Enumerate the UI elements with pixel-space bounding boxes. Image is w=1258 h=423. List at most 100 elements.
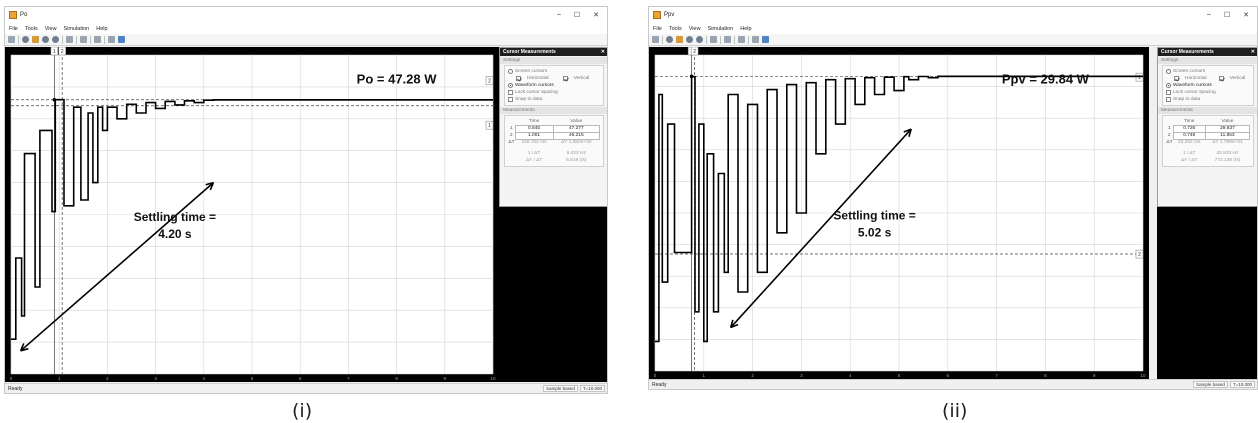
checkbox-icon[interactable] <box>1218 76 1224 81</box>
waveform-cursors-label: Waveform cursors <box>1173 83 1212 88</box>
measurements-section-header[interactable]: Measurements <box>500 107 607 114</box>
checkbox-icon[interactable] <box>508 97 513 102</box>
settings-icon[interactable] <box>652 36 659 43</box>
checkbox-icon[interactable] <box>1174 76 1179 81</box>
settings-icon[interactable] <box>8 36 15 43</box>
snap-option[interactable]: Snap to data <box>508 96 600 103</box>
toolbar-separator <box>62 35 63 44</box>
x-tick-label: 2 <box>106 376 109 381</box>
close-icon[interactable]: ✕ <box>600 49 605 55</box>
x-tick-label: 8 <box>395 376 398 381</box>
zoom-icon[interactable] <box>80 36 87 43</box>
minimize-icon[interactable]: – <box>556 11 561 18</box>
menu-file[interactable]: File <box>9 25 18 32</box>
cursor-tag-label: 2 <box>693 49 696 55</box>
cursor-time: 0.845 <box>514 124 554 133</box>
checkbox-icon[interactable] <box>516 76 521 81</box>
close-icon[interactable]: ✕ <box>1243 12 1249 19</box>
minimize-icon[interactable]: – <box>1206 11 1211 18</box>
checkbox-icon[interactable] <box>1166 90 1171 95</box>
toolbar-separator <box>90 35 91 44</box>
vertical-label: Vertical <box>573 76 590 81</box>
autoscale-icon[interactable] <box>94 36 101 43</box>
settings-box: Screen cursors Horizontal Vertical Wavef… <box>504 65 604 106</box>
highlight-block-icon[interactable] <box>66 36 73 43</box>
screen-cursors-option[interactable]: Screen cursors <box>508 68 600 75</box>
close-icon[interactable]: ✕ <box>1250 49 1255 55</box>
plot-area[interactable]: 0 1 2 3 4 5 6 7 8 9 10 1 2 1 2 Po = 47.28 W Settling tim… <box>5 47 499 382</box>
measurements-table: Time Value 1 0.726 29.837 2 0.749 11.853 ΔT 23… <box>1166 118 1251 164</box>
run-icon[interactable] <box>676 36 683 43</box>
menu-tools[interactable]: Tools <box>24 25 38 32</box>
scope-app-icon <box>9 11 17 19</box>
radio-icon[interactable] <box>508 83 513 88</box>
cursor-measurements-icon[interactable] <box>762 36 769 43</box>
scope-window-frame: Po – ☐ ✕ File Tools View Simulation Help <box>4 6 608 394</box>
toolbar-separator <box>748 35 749 44</box>
lock-spacing-label: Lock cursor spacing <box>1173 90 1216 95</box>
checkbox-icon[interactable] <box>562 76 568 81</box>
lock-spacing-option[interactable]: Lock cursor spacing <box>508 89 600 96</box>
menu-view[interactable]: View <box>688 25 701 32</box>
snap-option[interactable]: Snap to data <box>1166 96 1250 103</box>
menu-file[interactable]: File <box>653 25 662 32</box>
step-back-icon[interactable] <box>22 36 29 43</box>
zoom-icon[interactable] <box>724 36 731 43</box>
menu-help[interactable]: Help <box>96 25 108 32</box>
settling-arrow-head <box>903 128 912 137</box>
settings-section-header[interactable]: Settings <box>500 57 607 64</box>
cursor-side-tag-label: 2 <box>1138 252 1141 258</box>
menu-view[interactable]: View <box>44 25 57 32</box>
menu-help[interactable]: Help <box>740 25 752 32</box>
cm-title-bar: Cursor Measurements ✕ <box>500 48 607 56</box>
screen-cursors-option[interactable]: Screen cursors <box>1166 68 1250 75</box>
x-tick-label: 8 <box>1044 373 1047 378</box>
waveform-cursors-option[interactable]: Waveform cursors <box>1166 82 1250 89</box>
triggers-icon[interactable] <box>108 36 115 43</box>
cursor-side-tag-label: 1 <box>1138 75 1141 81</box>
measurements-section-header[interactable]: Measurements <box>1158 107 1257 114</box>
stop-icon[interactable] <box>52 36 59 43</box>
waveform-cursors-option[interactable]: Waveform cursors <box>508 82 600 89</box>
lock-spacing-option[interactable]: Lock cursor spacing <box>1166 89 1250 96</box>
radio-icon[interactable] <box>508 69 513 74</box>
settings-section-header[interactable]: Settings <box>1158 57 1257 64</box>
measurements-box: Time Value 1 0.845 47.277 2 1.001 46.215 ΔT 15… <box>504 115 604 167</box>
triggers-icon[interactable] <box>752 36 759 43</box>
status-time: T=10.000 <box>1229 381 1255 388</box>
side-panel: Cursor Measurements ✕ Settings Screen cu… <box>499 47 607 382</box>
autoscale-icon[interactable] <box>738 36 745 43</box>
step-forward-icon[interactable] <box>42 36 49 43</box>
maximize-icon[interactable]: ☐ <box>573 12 581 19</box>
cursor-measurements-icon[interactable] <box>118 36 125 43</box>
step-back-icon[interactable] <box>666 36 673 43</box>
stop-icon[interactable] <box>696 36 703 43</box>
maximize-icon[interactable]: ☐ <box>1223 12 1231 19</box>
toolbar-separator <box>720 35 721 44</box>
radio-icon[interactable] <box>1166 83 1171 88</box>
close-icon[interactable]: ✕ <box>593 12 599 19</box>
table-row: 1 0.845 47.277 <box>508 124 601 133</box>
status-ready: Ready <box>652 381 667 388</box>
table-row: ΔY / ΔT 6.819 (/s) <box>508 157 600 164</box>
menu-tools[interactable]: Tools <box>668 25 682 32</box>
toolbar-separator <box>18 35 19 44</box>
run-icon[interactable] <box>32 36 39 43</box>
checkbox-icon[interactable] <box>1166 97 1171 102</box>
radio-icon[interactable] <box>1166 69 1171 74</box>
highlight-block-icon[interactable] <box>710 36 717 43</box>
x-tick-label: 3 <box>154 376 157 381</box>
step-forward-icon[interactable] <box>686 36 693 43</box>
menu-simulation[interactable]: Simulation <box>63 25 90 32</box>
hv-options: Horizontal Vertical <box>508 75 600 82</box>
table-row: ΔY / ΔT 772.139 (/s) <box>1166 157 1250 164</box>
toolbar-separator <box>662 35 663 44</box>
cursor-point <box>52 97 57 102</box>
x-tick-label: 0 <box>654 373 657 378</box>
window-controls: – ☐ ✕ <box>1207 11 1249 19</box>
checkbox-icon[interactable] <box>508 90 513 95</box>
menu-simulation[interactable]: Simulation <box>707 25 734 32</box>
